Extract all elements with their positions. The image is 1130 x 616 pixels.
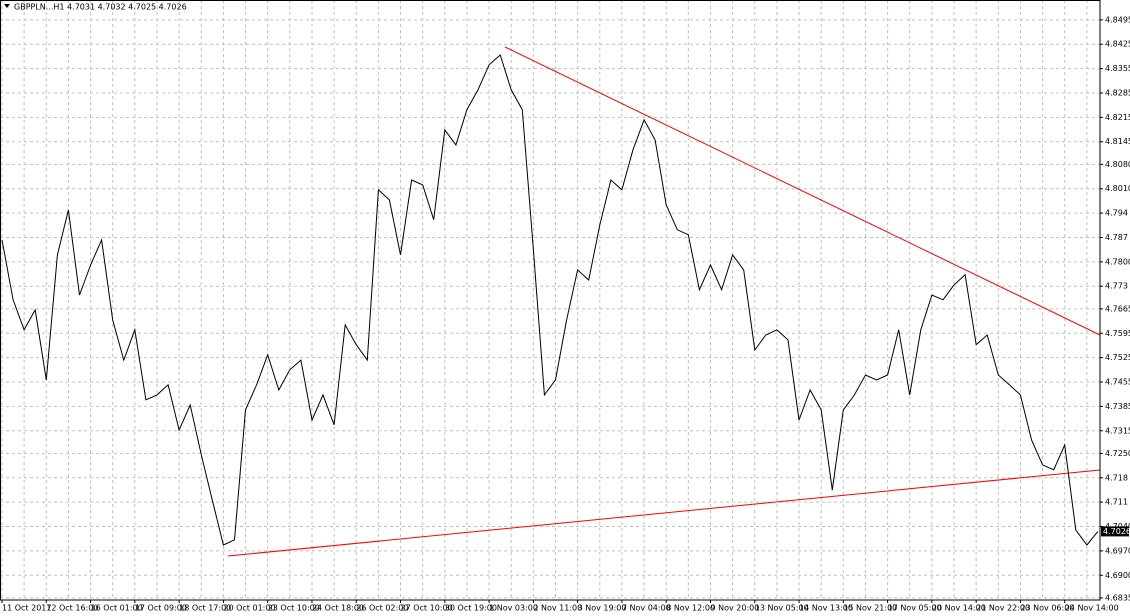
x-tick-label: 14 Nov 13:00 xyxy=(799,604,853,613)
y-tick-label: 4.7665 xyxy=(1105,304,1130,313)
trendline-resistance xyxy=(504,46,1101,336)
current-price-label: 4.7026 xyxy=(1103,527,1130,536)
x-tick-label: 24 Oct 18:00 xyxy=(312,604,364,613)
x-tick-label: 27 Oct 10:00 xyxy=(401,604,453,613)
x-tick-label: 17 Nov 05:00 xyxy=(888,604,942,613)
y-tick-label: 4.7595 xyxy=(1105,329,1130,338)
x-tick-label: 20 Nov 14:00 xyxy=(932,604,986,613)
trendline-support xyxy=(227,469,1101,557)
symbol-menu-arrow[interactable] xyxy=(4,4,10,8)
x-tick-label: 7 Nov 04:00 xyxy=(622,604,671,613)
x-tick-label: 9 Nov 20:00 xyxy=(710,604,759,613)
x-tick-label: 11 Oct 2017 xyxy=(2,604,51,613)
x-tick-label: 18 Oct 17:00 xyxy=(179,604,231,613)
y-tick-label: 4.711 xyxy=(1105,498,1128,507)
x-tick-label: 3 Nov 19:00 xyxy=(578,604,627,613)
x-tick-label: 17 Oct 09:00 xyxy=(135,604,187,613)
x-tick-label: 21 Nov 22:00 xyxy=(976,604,1030,613)
y-tick-label: 4.7250 xyxy=(1105,449,1130,458)
x-tick-label: 13 Nov 05:00 xyxy=(755,604,809,613)
x-tick-label: 23 Oct 10:00 xyxy=(268,604,320,613)
y-tick-label: 4.7455 xyxy=(1105,378,1130,387)
y-tick-label: 4.787 xyxy=(1105,233,1128,242)
y-tick-label: 4.8425 xyxy=(1105,40,1130,49)
chart-title: GBPPLN...H1 4.7031 4.7032 4.7025 4.7026 xyxy=(14,3,187,12)
y-tick-label: 4.8495 xyxy=(1105,15,1130,24)
y-tick-label: 4.6835 xyxy=(1105,593,1130,602)
x-tick-label: 24 Nov 14:00 xyxy=(1065,604,1119,613)
y-tick-label: 4.6900 xyxy=(1105,571,1130,580)
y-tick-label: 4.7525 xyxy=(1105,353,1130,362)
y-tick-label: 4.7385 xyxy=(1105,402,1130,411)
y-tick-label: 4.794 xyxy=(1105,209,1128,218)
x-tick-label: 2 Nov 11:00 xyxy=(533,604,582,613)
x-tick-label: 26 Oct 02:00 xyxy=(356,604,408,613)
price-line xyxy=(1,54,1099,546)
x-tick-label: 23 Nov 06:00 xyxy=(1020,604,1074,613)
y-tick-label: 4.8145 xyxy=(1105,137,1130,146)
y-tick-label: 4.8285 xyxy=(1105,88,1130,97)
y-tick-label: 4.8080 xyxy=(1105,160,1130,169)
plot-frame xyxy=(0,0,1101,601)
x-tick-label: 30 Oct 19:00 xyxy=(445,604,497,613)
y-tick-label: 4.7315 xyxy=(1105,426,1130,435)
y-tick-label: 4.7800 xyxy=(1105,257,1130,266)
x-tick-label: 15 Nov 21:00 xyxy=(843,604,897,613)
y-tick-label: 4.6970 xyxy=(1105,546,1130,555)
y-tick-label: 4.773 xyxy=(1105,282,1128,291)
y-tick-label: 4.8355 xyxy=(1105,64,1130,73)
x-tick-label: 1 Nov 03:00 xyxy=(489,604,538,613)
current-price-box xyxy=(1101,526,1129,537)
x-tick-label: 20 Oct 01:00 xyxy=(223,604,275,613)
x-tick-label: 8 Nov 12:00 xyxy=(666,604,715,613)
y-tick-label: 4.8215 xyxy=(1105,113,1130,122)
y-tick-label: 4.8010 xyxy=(1105,184,1130,193)
y-tick-label: 4.718 xyxy=(1105,473,1128,482)
x-tick-label: 16 Oct 01:00 xyxy=(91,604,143,613)
x-tick-label: 12 Oct 16:00 xyxy=(46,604,98,613)
